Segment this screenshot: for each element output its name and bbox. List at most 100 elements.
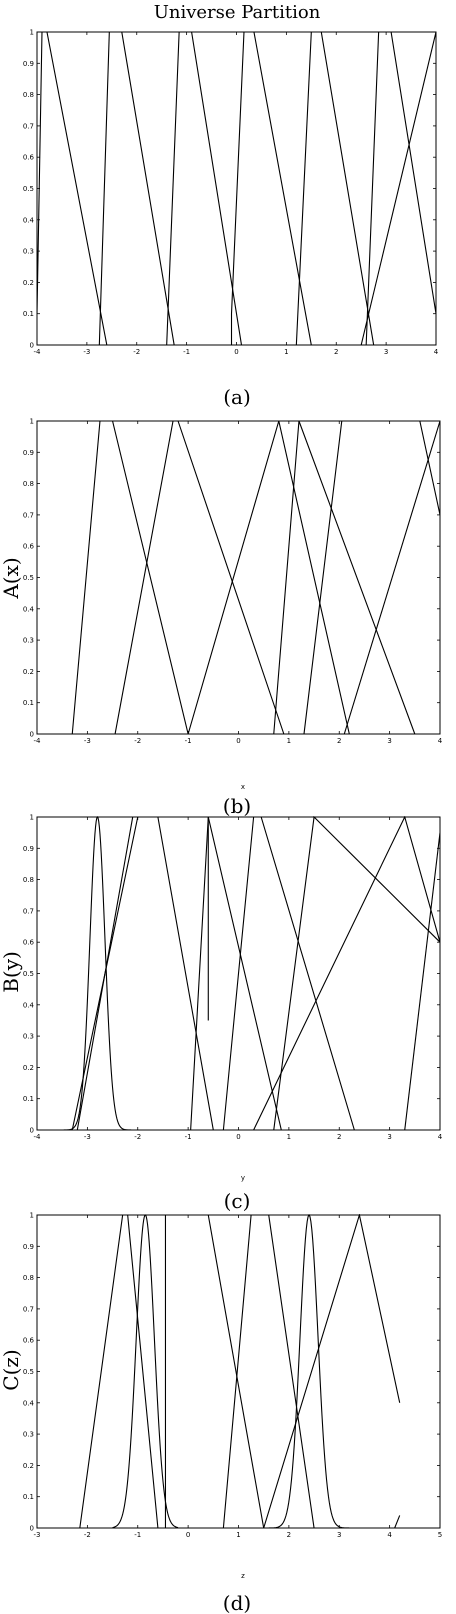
y-tick-label: 0.5 <box>23 574 34 582</box>
x-tick-label: -2 <box>134 737 141 745</box>
x-tick-label: 1 <box>287 737 291 745</box>
y-tick-label: 0.6 <box>23 1337 35 1345</box>
x-tick-label: -3 <box>34 1531 41 1539</box>
chart-panel-a: Universe Partition -4 -3 -2 -1 0 1 2 3 4 0 0.1 0.2 0… <box>23 2 439 409</box>
x-tick-label: 1 <box>236 1531 240 1539</box>
membership-curve-6 <box>263 1214 401 1529</box>
y-tick-label: 0.7 <box>23 907 34 915</box>
y-tick-label: 0.1 <box>23 699 34 707</box>
membership-curve-1 <box>71 420 189 735</box>
y-tick-label: 0 <box>30 1127 34 1135</box>
y-tick-label: 0.4 <box>23 1399 35 1407</box>
y-tick-label: 0.6 <box>23 939 35 947</box>
x-tick-label: -4 <box>34 737 42 745</box>
y-tick-label: 0.7 <box>23 122 34 130</box>
membership-curve-2 <box>112 1214 179 1529</box>
x-tick-label: 2 <box>287 1531 291 1539</box>
x-tick-label: -3 <box>83 348 90 356</box>
y-tick-label: 0.1 <box>23 310 34 318</box>
x-tick-label: -2 <box>134 1133 141 1141</box>
x-tick-label: 4 <box>434 348 439 356</box>
membership-curve-9 <box>404 832 440 1131</box>
x-tick-label: 4 <box>387 1531 392 1539</box>
x-tick-label: 4 <box>438 1133 443 1141</box>
x-tick-label: 0 <box>186 1531 190 1539</box>
x-tick-label: 0 <box>236 1133 240 1141</box>
membership-curve-1 <box>79 1214 159 1529</box>
x-tick-label: -2 <box>84 1531 91 1539</box>
panel-caption: (a) <box>223 385 251 409</box>
y-tick-label: 0.4 <box>23 1001 35 1009</box>
x-tick-label: -4 <box>34 1133 42 1141</box>
membership-curve-1 <box>37 31 108 346</box>
y-tick-label: 1 <box>30 1212 34 1220</box>
membership-curve-3 <box>76 816 134 1131</box>
membership-curve-3 <box>166 31 243 346</box>
axes-frame <box>36 1214 441 1529</box>
y-tick-label: 0.9 <box>23 449 34 457</box>
y-tick-label: 0.1 <box>23 1493 34 1501</box>
chart-panel-d: C(z) z -3 -2 -1 0 1 2 3 4 5 0 0.1 0.2 0.3 0.4 0.5 0.6 0.… <box>0 1212 442 1614</box>
panel-caption: (b) <box>223 794 251 818</box>
y-axis-label: B(y) <box>0 951 23 993</box>
membership-curve-4 <box>190 816 282 1131</box>
plot-area: -4 -3 -2 -1 0 1 2 3 4 0 0.1 0.2 0.3 0.4 0.5 0.6 0.7 0.8 0.… <box>23 418 443 746</box>
x-tick-label: 0 <box>236 737 240 745</box>
y-tick-label: 0.5 <box>23 970 34 978</box>
y-tick-label: 0.2 <box>23 279 34 287</box>
chart-panel-b: A(x) x -4 -3 -2 -1 0 1 2 3 4 0 0.1 0.2 0.3 0.4 0.5 0.6 0… <box>0 418 443 819</box>
x-axis-label: x <box>241 783 245 791</box>
y-tick-label: 1 <box>30 814 34 822</box>
x-tick-label: 3 <box>384 348 388 356</box>
y-tick-label: 0.9 <box>23 1243 34 1251</box>
membership-curve-7 <box>394 1515 401 1529</box>
axes-frame <box>36 31 437 346</box>
x-tick-label: 2 <box>334 348 338 356</box>
membership-curve-4 <box>222 1214 315 1529</box>
y-tick-label: 0.2 <box>23 1064 34 1072</box>
x-tick-label: 2 <box>337 737 341 745</box>
membership-curve-3 <box>187 420 350 735</box>
y-tick-label: 0.4 <box>23 605 35 613</box>
membership-curve-4 <box>230 31 312 346</box>
y-tick-label: 0.3 <box>23 248 34 256</box>
x-tick-label: 5 <box>438 1531 442 1539</box>
x-tick-label: -1 <box>134 1531 141 1539</box>
y-tick-label: 0.9 <box>23 60 34 68</box>
y-tick-label: 0.2 <box>23 668 34 676</box>
chart-panel-c: B(y) y -4 -3 -2 -1 0 1 2 3 4 0 0.1 0.2 0.3 0.4 0.5 0.6 0… <box>0 814 443 1214</box>
x-tick-label: 0 <box>234 348 238 356</box>
x-tick-label: 3 <box>387 1133 391 1141</box>
membership-curve-3 <box>160 1214 265 1529</box>
membership-curve-5 <box>303 420 440 735</box>
y-tick-label: 0.5 <box>23 185 34 193</box>
y-tick-label: 0.8 <box>23 91 34 99</box>
y-tick-label: 0.6 <box>23 543 35 551</box>
y-tick-label: 0.7 <box>23 511 34 519</box>
axes-frame <box>36 420 441 735</box>
membership-curve-8 <box>253 816 440 1131</box>
membership-curve-7 <box>273 816 440 1131</box>
x-tick-label: 1 <box>284 348 288 356</box>
x-tick-label: -1 <box>185 1133 192 1141</box>
membership-curve-5 <box>295 31 375 346</box>
y-tick-label: 1 <box>30 418 34 426</box>
membership-curve-2 <box>98 31 175 346</box>
x-tick-label: -1 <box>185 737 192 745</box>
plot-area: -3 -2 -1 0 1 2 3 4 5 0 0.1 0.2 0.3 0.4 0.5 0.6 0.7 0.8 0.9… <box>23 1212 442 1540</box>
plot-area: -4 -3 -2 -1 0 1 2 3 4 0 0.1 0.2 0.3 0.4 0.5 0.6 0.7 0.8 0.… <box>23 29 439 357</box>
y-tick-label: 0.5 <box>23 1368 34 1376</box>
y-tick-label: 0.3 <box>23 1431 34 1439</box>
chart-title: Universe Partition <box>154 2 321 23</box>
x-tick-label: -3 <box>84 1133 91 1141</box>
y-tick-label: 0 <box>30 342 34 350</box>
x-axis-label: z <box>241 1572 245 1580</box>
y-tick-label: 0.6 <box>23 154 35 162</box>
x-axis-label: y <box>241 1174 245 1182</box>
membership-curve-2 <box>114 420 285 735</box>
y-axis-label: C(z) <box>0 1349 23 1390</box>
membership-curve-7 <box>360 31 436 346</box>
x-tick-label: 3 <box>337 1531 341 1539</box>
x-tick-label: -4 <box>34 348 42 356</box>
